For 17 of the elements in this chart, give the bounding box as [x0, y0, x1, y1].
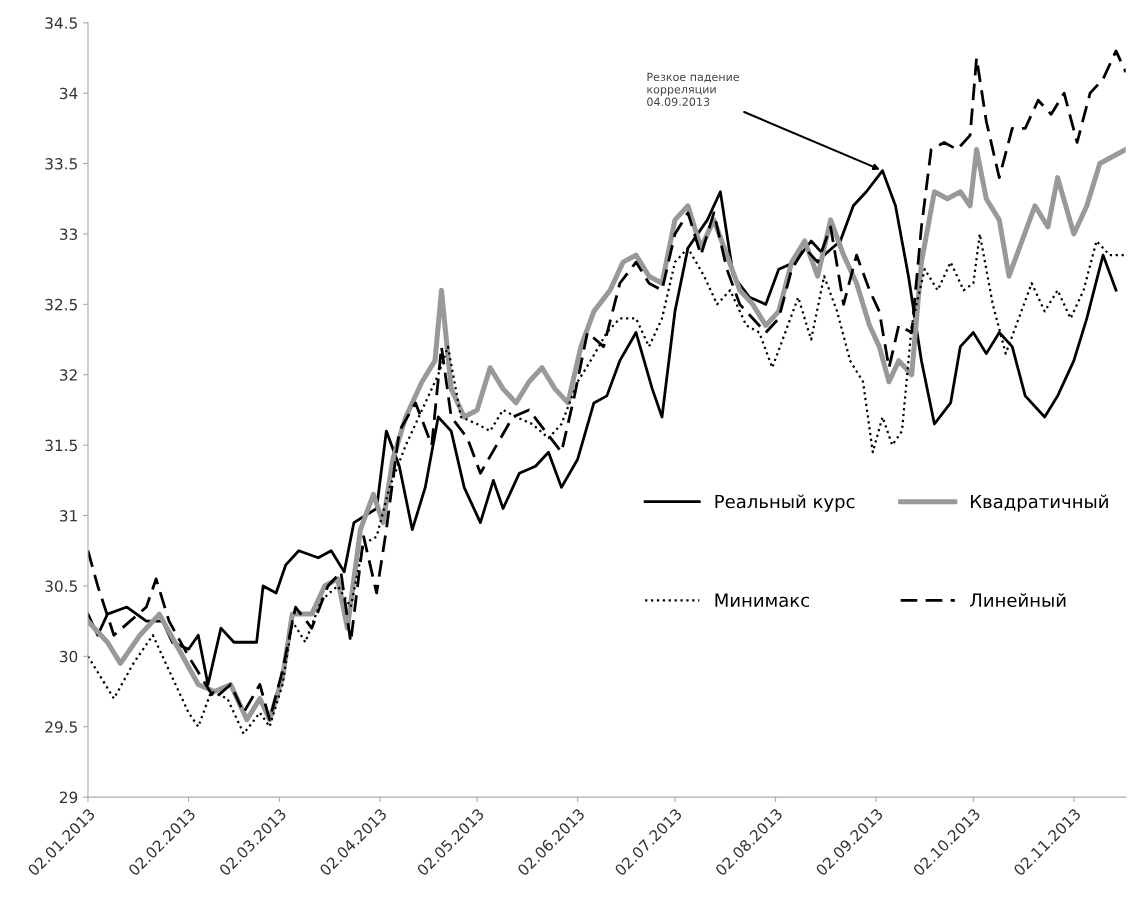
y-tick-label: 31.5 [45, 439, 77, 452]
legend-label: Линейный [969, 593, 1066, 608]
legend-label: Минимакс [715, 593, 809, 608]
y-tick-label: 29 [59, 791, 78, 804]
y-tick-label: 32 [59, 369, 77, 381]
y-tick-label: 33.5 [45, 158, 77, 170]
annotation: Резкое падение корреляции 04.09.2013 [647, 72, 740, 106]
legend-label: Реальный курс [715, 494, 855, 512]
y-tick-label: 34 [59, 87, 78, 100]
y-tick-label: 30 [59, 650, 78, 663]
y-tick-label: 31 [59, 510, 77, 522]
y-tick-label: 29.5 [45, 721, 77, 733]
legend-label: Квадратичный [971, 494, 1108, 512]
y-tick-label: 34.5 [45, 17, 77, 29]
y-tick-label: 33 [59, 228, 78, 240]
y-tick-label: 30.5 [45, 580, 77, 592]
y-tick-label: 32.5 [45, 298, 77, 311]
